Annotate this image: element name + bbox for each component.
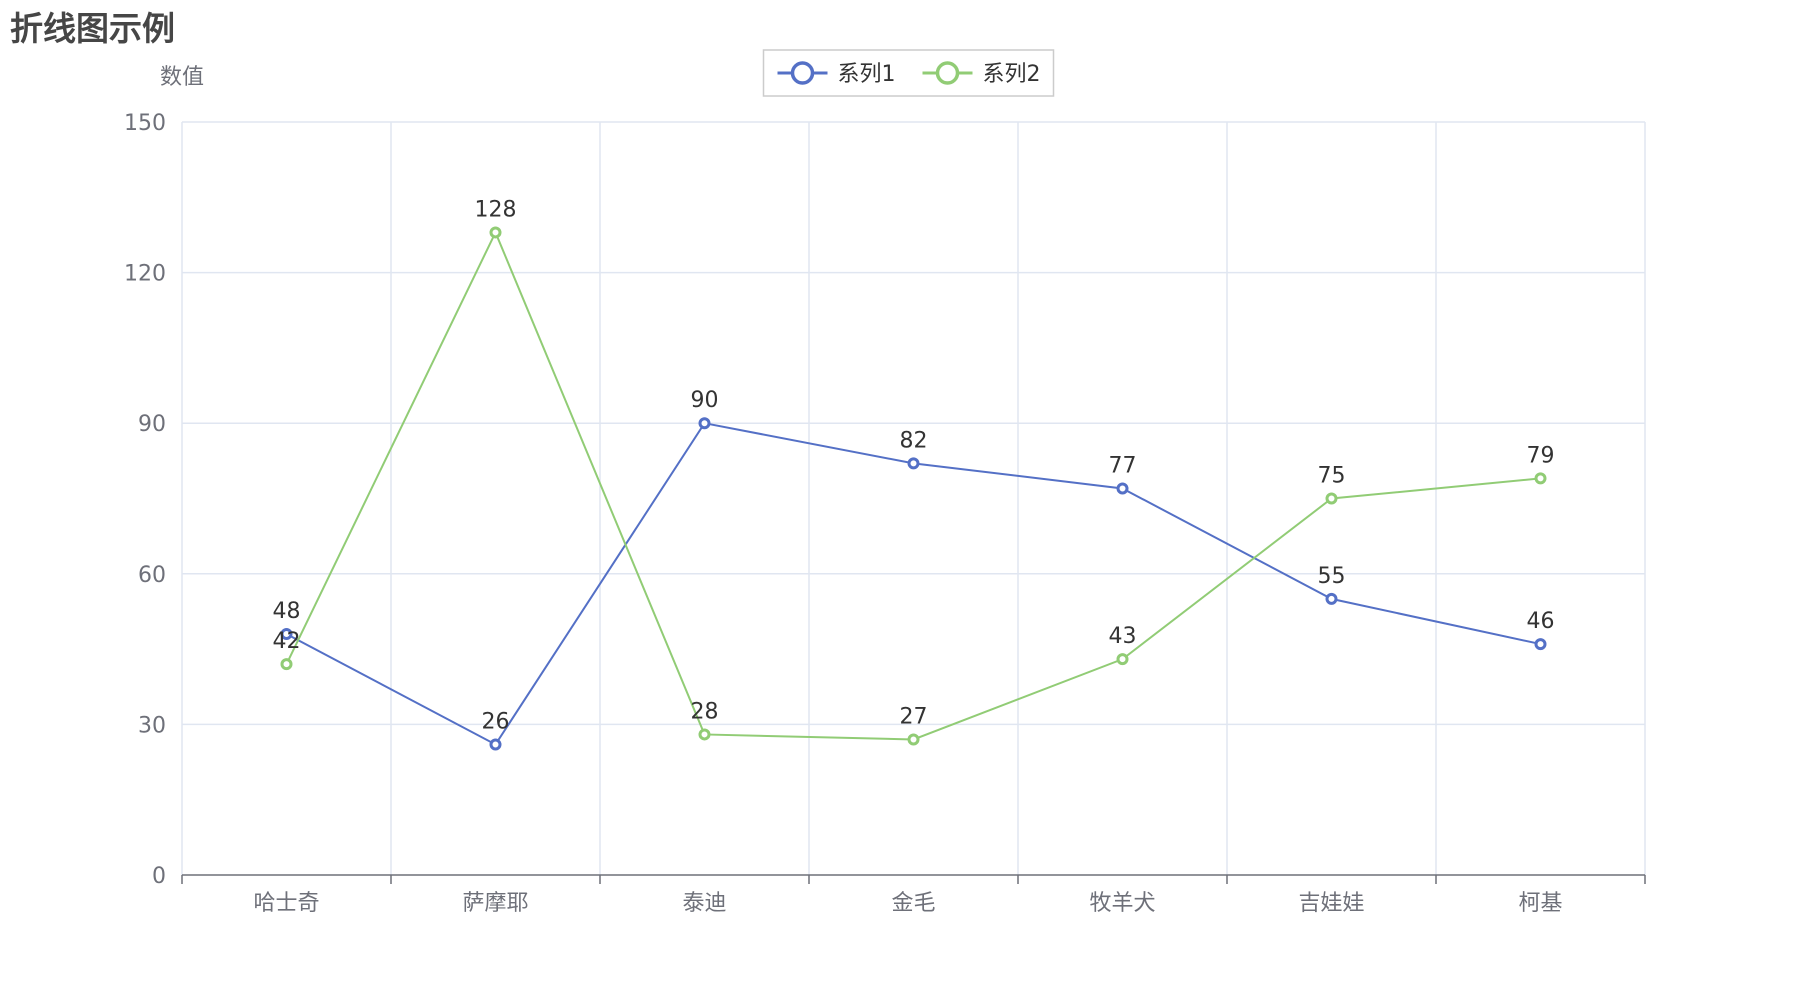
- data-label: 43: [1109, 624, 1137, 649]
- legend-label: 系列1: [838, 62, 896, 87]
- x-tick-label: 萨摩耶: [462, 891, 528, 916]
- data-point[interactable]: [489, 738, 502, 751]
- grid: [181, 121, 1646, 875]
- data-point[interactable]: [698, 728, 711, 741]
- x-tick-label: 哈士奇: [253, 891, 319, 916]
- data-label: 42: [273, 629, 301, 654]
- data-point[interactable]: [489, 226, 502, 239]
- data-point[interactable]: [907, 457, 920, 470]
- y-tick-label: 60: [138, 563, 166, 588]
- data-point[interactable]: [1534, 638, 1547, 651]
- data-label: 82: [900, 428, 928, 453]
- y-tick-label: 90: [138, 412, 166, 437]
- chart-title: 折线图示例: [10, 9, 175, 48]
- y-tick-label: 0: [152, 864, 166, 889]
- y-axis-title: 数值: [160, 65, 204, 90]
- data-label: 55: [1318, 564, 1346, 589]
- data-label: 48: [273, 599, 301, 624]
- data-labels: 48 26 90 82 77 55 46 42 128 28 27 43 75 79: [273, 197, 1555, 734]
- x-tick-label: 泰迪: [682, 891, 726, 916]
- axes: 0 30 60 90 120 150 哈士奇 萨摩耶 泰迪 金毛 牧羊犬 吉娃娃 柯基 数值: [124, 65, 1646, 916]
- data-point[interactable]: [1325, 592, 1338, 605]
- x-tick-label: 柯基: [1518, 891, 1562, 916]
- data-point[interactable]: [1116, 482, 1129, 495]
- series-line: [286, 422, 1541, 746]
- data-point[interactable]: [280, 628, 293, 641]
- data-point[interactable]: [1116, 653, 1129, 666]
- data-label: 79: [1527, 443, 1555, 468]
- x-tick-label: 牧羊犬: [1089, 891, 1155, 916]
- y-tick-label: 150: [124, 111, 166, 136]
- data-label: 27: [900, 704, 928, 729]
- data-label: 75: [1318, 464, 1346, 489]
- data-point[interactable]: [698, 417, 711, 430]
- data-point[interactable]: [1325, 492, 1338, 505]
- x-tick-label: 吉娃娃: [1298, 891, 1364, 916]
- y-tick-label: 30: [138, 713, 166, 738]
- data-label: 90: [691, 388, 719, 413]
- legend-item-series-1[interactable]: 系列1: [777, 61, 896, 87]
- legend-item-series-2[interactable]: 系列2: [922, 61, 1041, 87]
- series-lines: [280, 226, 1547, 751]
- series-2[interactable]: [280, 226, 1547, 746]
- data-point[interactable]: [907, 733, 920, 746]
- data-label: 128: [475, 197, 517, 222]
- series-1[interactable]: [280, 417, 1547, 751]
- legend[interactable]: 系列1 系列2: [762, 49, 1055, 97]
- data-point[interactable]: [1534, 472, 1547, 485]
- y-tick-label: 120: [124, 262, 166, 287]
- data-label: 46: [1527, 609, 1555, 634]
- legend-label: 系列2: [983, 62, 1041, 87]
- data-label: 28: [691, 699, 719, 724]
- data-point[interactable]: [280, 658, 293, 671]
- x-tick-label: 金毛: [891, 891, 935, 916]
- series-line: [285, 230, 1541, 741]
- data-label: 77: [1109, 453, 1137, 478]
- data-label: 26: [482, 709, 510, 734]
- legend-marker-icon: [790, 61, 815, 85]
- legend-marker-icon: [935, 61, 960, 85]
